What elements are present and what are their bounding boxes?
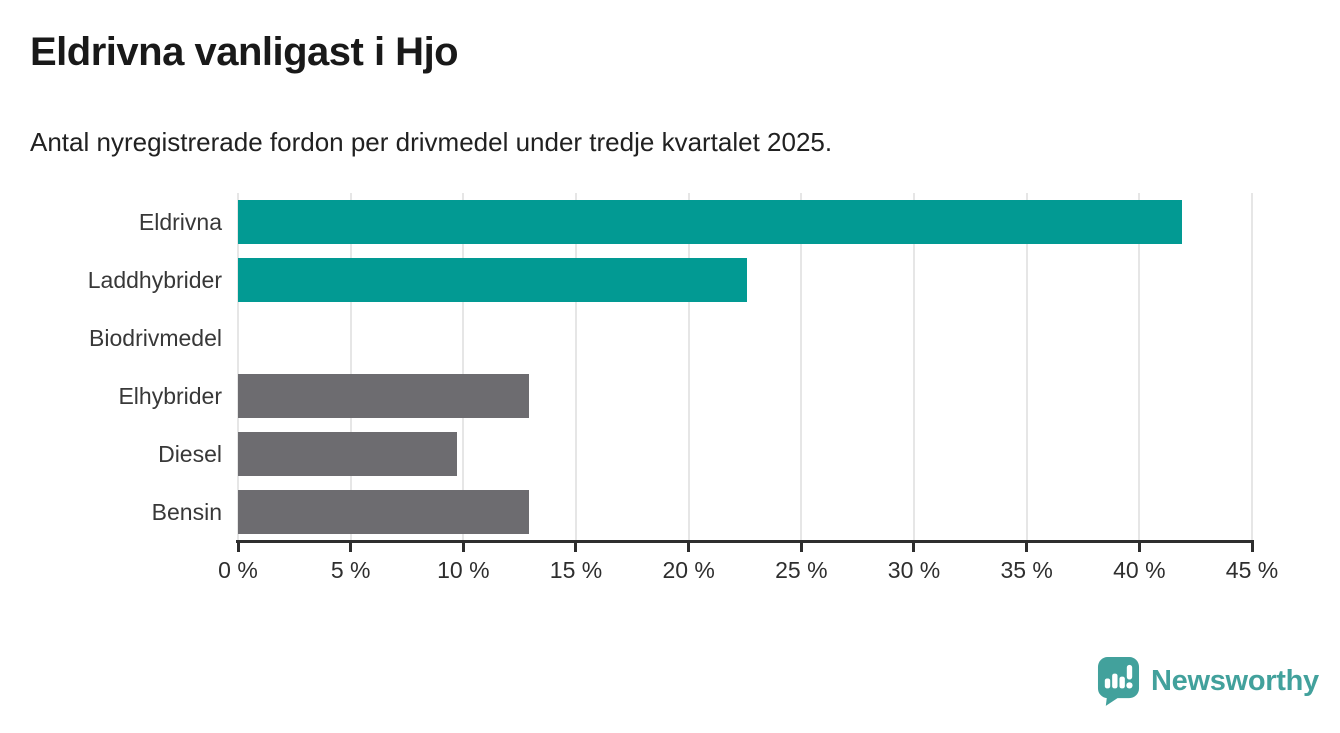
y-axis-labels: Eldrivna Laddhybrider Biodrivmedel Elhybrid… (0, 193, 222, 541)
x-axis-tick-label: 35 % (1000, 557, 1053, 583)
category-label-eldrivna: Eldrivna (138, 209, 222, 235)
x-axis-tick (687, 543, 691, 552)
x-axis-tick (1250, 543, 1254, 552)
x-axis-tick-label: 10 % (437, 557, 490, 583)
gridline (237, 193, 239, 541)
chart-title: Eldrivna vanligast i Hjo (30, 30, 459, 74)
x-axis-tick-label: 30 % (887, 557, 941, 583)
gridline (800, 193, 803, 541)
bar-bensin (238, 490, 529, 534)
gridline (1251, 193, 1253, 541)
newsworthy-logo[interactable]: Newsworthy (1097, 656, 1319, 706)
gridline (1138, 193, 1141, 541)
newsworthy-logo-icon (1097, 657, 1140, 706)
category-label-biodrivmedel: Biodrivmedel (89, 325, 222, 351)
gridline (1025, 193, 1028, 541)
bar-laddhybrider (238, 258, 748, 302)
x-axis-tick (912, 543, 916, 552)
x-axis-tick-label: 20 % (662, 557, 715, 583)
bar-diesel (238, 432, 457, 476)
category-label-diesel: Diesel (158, 441, 222, 467)
x-axis-tick (349, 543, 353, 552)
x-axis-tick-label: 5 % (330, 557, 371, 583)
bar-elhybrider (238, 374, 529, 418)
chart-subtitle: Antal nyregistrerade fordon per drivmede… (30, 127, 833, 157)
category-label-laddhybrider: Laddhybrider (87, 267, 222, 293)
newsworthy-logo-text: Newsworthy (1151, 664, 1319, 697)
x-axis-tick-label: 0 % (218, 557, 258, 583)
category-label-bensin: Bensin (151, 499, 222, 525)
x-axis-tick-label: 15 % (549, 557, 603, 583)
x-axis-tick (799, 543, 803, 552)
gridline (913, 193, 915, 541)
x-axis-tick-label: 25 % (775, 557, 828, 583)
x-axis-line (236, 540, 1254, 543)
gridline (575, 193, 577, 541)
gridline (349, 193, 352, 541)
bar-eldrivna (238, 200, 1183, 244)
gridline (687, 193, 690, 541)
plot-area: 0 % 5 % 10 % 15 % 20 % 25 % 30 % 35 % 40 % 45 % (218, 193, 1278, 583)
x-axis-tick (574, 543, 578, 552)
x-axis-tick (1025, 543, 1029, 552)
gridline (462, 193, 465, 541)
x-axis-tick-label: 45 % (1225, 557, 1279, 583)
x-axis-tick (1137, 543, 1141, 552)
x-axis-tick-label: 40 % (1113, 557, 1166, 583)
x-axis-tick (461, 543, 465, 552)
x-axis-tick (236, 543, 240, 552)
category-label-elhybrider: Elhybrider (118, 383, 222, 409)
